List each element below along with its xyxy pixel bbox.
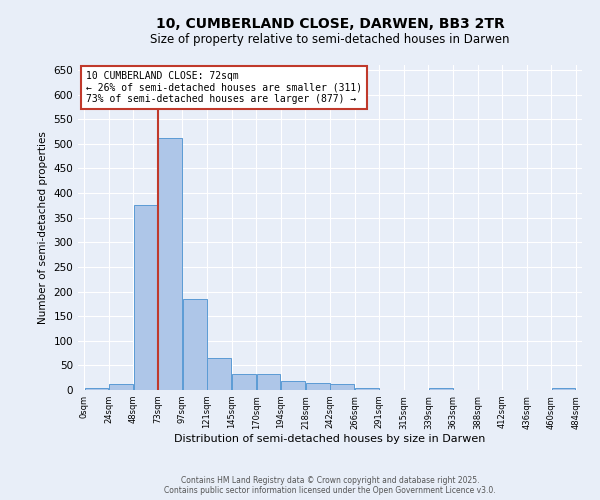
Bar: [551, 388, 575, 390]
Bar: [257, 374, 280, 390]
X-axis label: Distribution of semi-detached houses by size in Darwen: Distribution of semi-detached houses by …: [175, 434, 485, 444]
Bar: [355, 388, 379, 390]
Bar: [232, 374, 256, 390]
Bar: [306, 382, 329, 390]
Bar: [183, 299, 206, 390]
Text: Size of property relative to semi-detached houses in Darwen: Size of property relative to semi-detach…: [150, 32, 510, 46]
Text: Contains HM Land Registry data © Crown copyright and database right 2025.
Contai: Contains HM Land Registry data © Crown c…: [164, 476, 496, 495]
Bar: [208, 358, 231, 390]
Bar: [109, 384, 133, 390]
Bar: [134, 206, 157, 390]
Bar: [331, 384, 354, 390]
Bar: [281, 381, 305, 390]
Text: 10, CUMBERLAND CLOSE, DARWEN, BB3 2TR: 10, CUMBERLAND CLOSE, DARWEN, BB3 2TR: [155, 18, 505, 32]
Y-axis label: Number of semi-detached properties: Number of semi-detached properties: [38, 131, 48, 324]
Bar: [158, 138, 182, 390]
Text: 10 CUMBERLAND CLOSE: 72sqm
← 26% of semi-detached houses are smaller (311)
73% o: 10 CUMBERLAND CLOSE: 72sqm ← 26% of semi…: [86, 71, 362, 104]
Bar: [85, 388, 109, 390]
Bar: [429, 388, 452, 390]
